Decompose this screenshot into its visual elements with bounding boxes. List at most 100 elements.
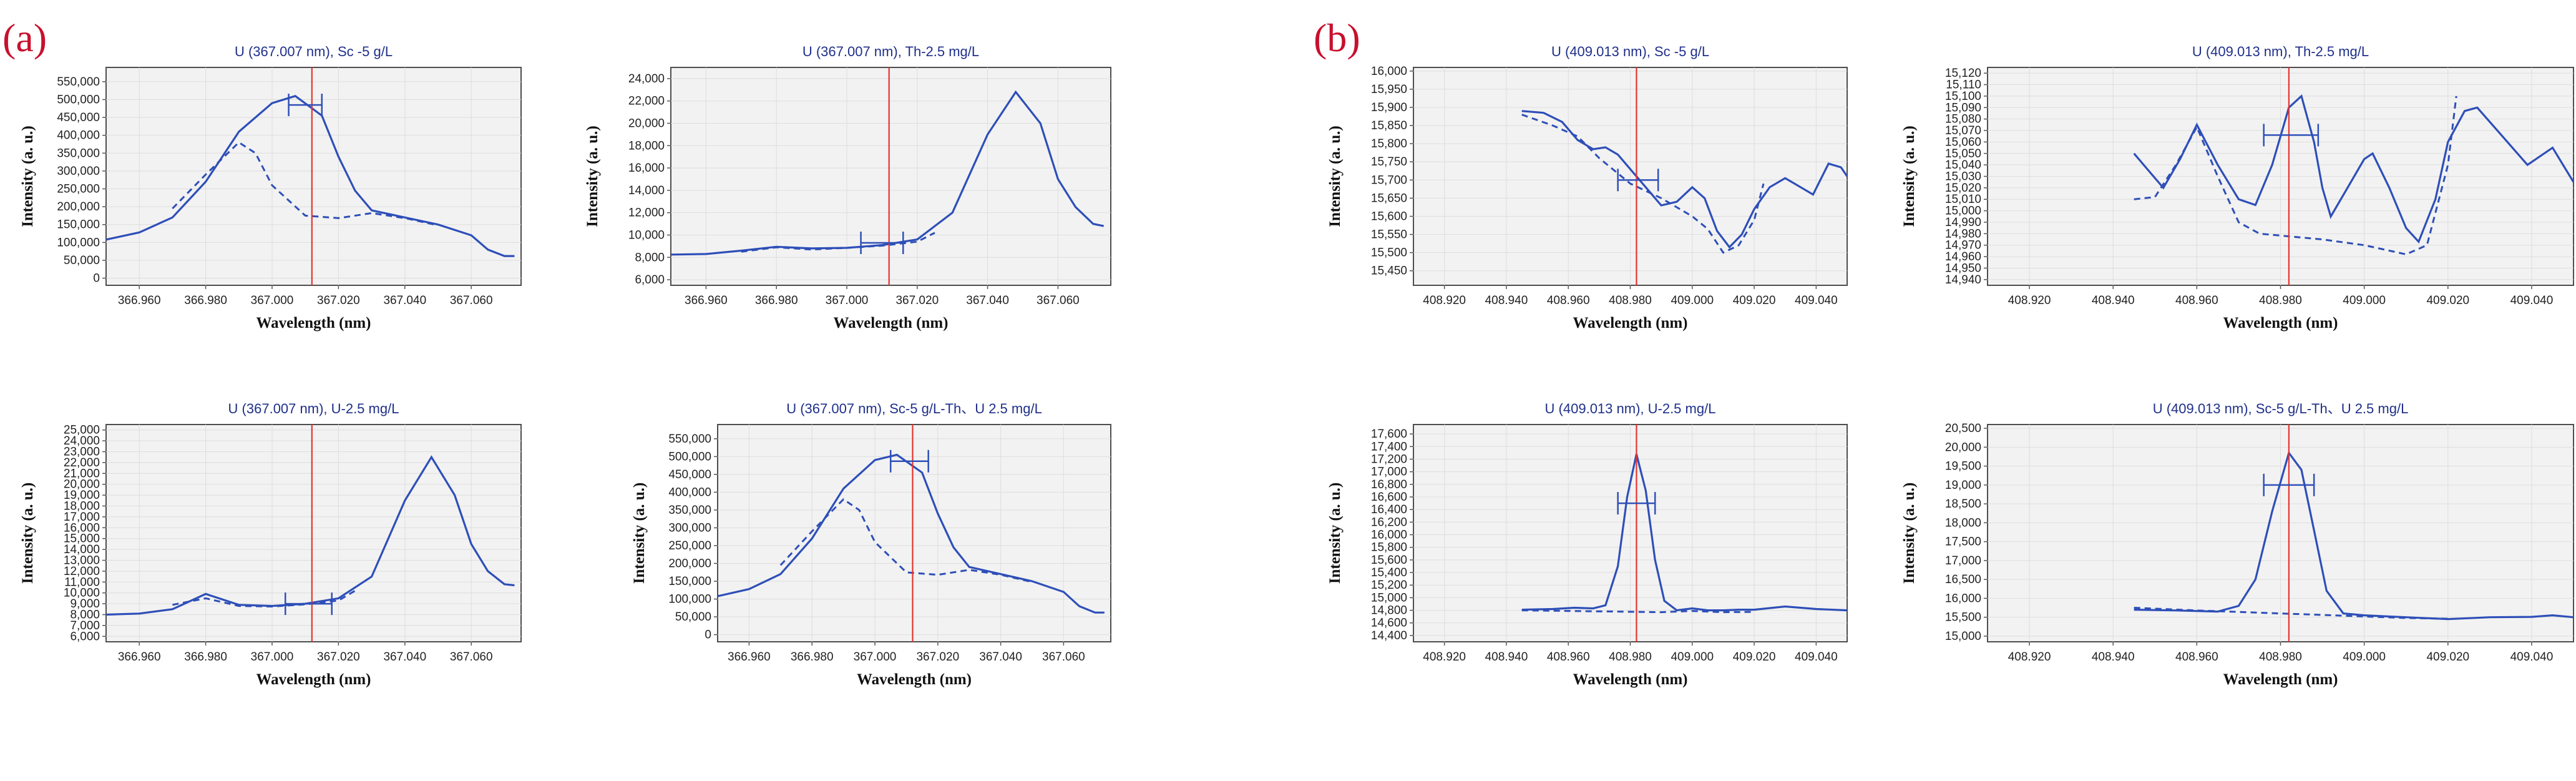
series-solid-line [2133,94,2574,244]
y-tick-label: 15,700 [1371,174,1407,187]
x-tick-label: 367.020 [317,294,360,307]
x-axis-label: Wavelength (nm) [1573,315,1687,332]
x-tick-label: 366.960 [118,651,161,664]
y-tick-label: 150,000 [668,575,711,588]
series-dashed-line [1521,609,1755,614]
y-tick-label: 16,000 [1371,65,1407,78]
y-axis-label: Intensity (a. u.) [1901,483,1918,584]
y-tick-label: 500,000 [57,93,100,106]
y-tick-label: 15,030 [1945,170,1981,184]
x-tick-label: 367.060 [450,294,493,307]
x-tick-label: 408.960 [2175,294,2218,307]
y-tick-label: 500,000 [668,450,711,463]
y-tick-label: 250,000 [668,539,711,553]
x-tick-label: 409.000 [1671,294,1714,307]
plot-area [717,424,1111,642]
y-tick-label: 15,450 [1371,265,1407,278]
y-tick-label: 16,000 [64,521,100,534]
x-tick-label: 366.960 [118,294,161,307]
y-tick-label: 15,050 [1945,147,1981,160]
y-tick-label: 550,000 [668,433,711,446]
y-tick-label: 15,500 [1371,247,1407,260]
y-tick-label: 16,500 [1945,573,1981,586]
y-axis-label: Intensity (a. u.) [19,125,36,227]
y-tick-label: 13,000 [64,554,100,567]
y-tick-label: 24,000 [628,72,665,86]
y-tick-label: 19,500 [1945,460,1981,473]
y-tick-label: 17,200 [1371,453,1407,466]
y-tick-label: 15,040 [1945,159,1981,172]
y-tick-label: 16,400 [1371,503,1407,516]
y-tick-label: 200,000 [57,200,100,214]
x-tick-label: 409.000 [2343,294,2386,307]
y-tick-label: 15,100 [1945,90,1981,103]
x-axis-label: Wavelength (nm) [833,315,948,332]
series-solid-line [671,90,1105,256]
y-tick-label: 14,400 [1371,629,1407,642]
y-tick-label: 15,000 [64,533,100,546]
y-tick-label: 550,000 [57,76,100,89]
y-tick-label: 16,000 [1945,592,1981,605]
x-axis-label: Wavelength (nm) [2223,315,2338,332]
y-tick-label: 16,600 [1371,491,1407,504]
y-tick-label: 16,000 [1371,529,1407,542]
x-tick-label: 366.980 [755,294,798,307]
chart-title: U (409.013 nm), Sc-5 g/L-Th、U 2.5 mg/L [2153,401,2409,416]
y-tick-label: 15,600 [1371,210,1407,223]
x-tick-label: 408.940 [2092,294,2135,307]
y-tick-label: 22,000 [628,95,665,108]
y-tick-label: 15,800 [1371,137,1407,150]
chart-title: U (367.007 nm), Sc-5 g/L-Th、U 2.5 mg/L [786,401,1042,416]
x-tick-label: 367.000 [826,294,869,307]
y-tick-label: 20,000 [1945,441,1981,454]
y-tick-label: 14,960 [1945,250,1981,263]
x-tick-label: 367.040 [383,651,426,664]
plot-area [105,424,522,642]
chart-b3: U (409.013 nm), U-2.5 mg/L 14,40014,60014… [1327,401,1848,688]
panel-label-a: (a) [2,16,47,60]
y-tick-label: 300,000 [57,165,100,178]
y-tick-label: 15,550 [1371,228,1407,242]
y-tick-label: 350,000 [57,147,100,160]
y-tick-label: 14,980 [1945,227,1981,240]
x-axis-label: Wavelength (nm) [256,315,371,332]
y-tick-label: 0 [93,272,100,285]
y-tick-label: 250,000 [57,183,100,196]
x-tick-label: 409.020 [2426,651,2469,664]
x-tick-label: 366.960 [685,294,728,307]
x-axis-label: Wavelength (nm) [857,671,972,688]
y-tick-label: 50,000 [64,254,100,267]
y-tick-label: 14,940 [1945,273,1981,287]
y-tick-label: 17,500 [1945,536,1981,549]
x-tick-label: 367.020 [916,651,959,664]
y-tick-label: 11,000 [64,576,100,589]
x-tick-label: 367.000 [854,651,897,664]
y-tick-label: 15,900 [1371,101,1407,114]
y-axis-label: Intensity (a. u.) [19,483,36,584]
y-tick-label: 450,000 [668,468,711,481]
y-tick-label: 15,800 [1371,541,1407,554]
series-dashed-line [172,589,356,608]
x-tick-label: 408.980 [2259,651,2302,664]
plot-area [105,67,522,286]
x-tick-label: 409.020 [1733,651,1776,664]
x-tick-label: 367.040 [979,651,1022,664]
y-tick-label: 17,000 [64,511,100,524]
x-tick-label: 366.980 [791,651,834,664]
y-tick-label: 15,080 [1945,113,1981,126]
x-tick-label: 409.040 [1795,294,1838,307]
chart-a3: U (367.007 nm), U-2.5 mg/L 6,0007,0008,00… [19,401,522,688]
y-tick-label: 15,060 [1945,135,1981,149]
y-tick-label: 14,000 [64,543,100,556]
y-tick-label: 9,000 [70,597,100,611]
x-tick-label: 408.920 [1423,651,1466,664]
x-tick-label: 409.040 [2510,651,2554,664]
series-solid-line [106,455,515,616]
y-tick-label: 15,500 [1945,611,1981,624]
y-tick-label: 18,000 [64,500,100,513]
y-tick-label: 15,000 [1371,591,1407,604]
x-tick-label: 367.000 [251,294,294,307]
x-tick-label: 367.060 [1037,294,1080,307]
y-tick-label: 15,000 [1945,205,1981,218]
